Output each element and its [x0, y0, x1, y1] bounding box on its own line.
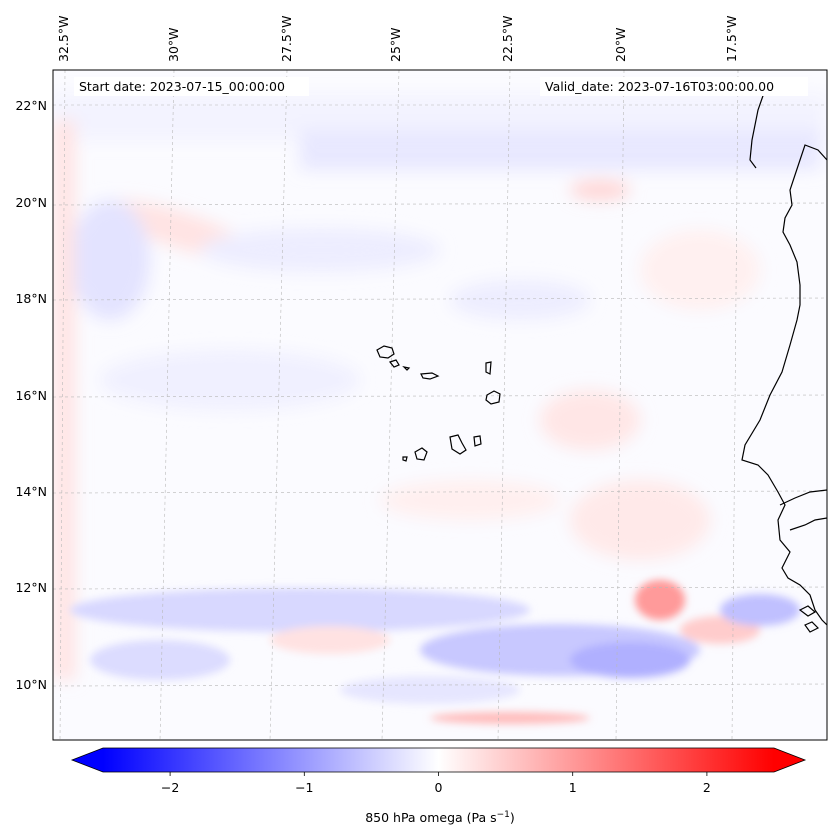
colorbar-tick-label: −1 [295, 780, 313, 795]
gridlines [53, 70, 827, 740]
colorbar: −2 −1 0 1 2 850 hPa omega (Pa s−1) [70, 747, 807, 825]
lon-label: 20°W [613, 27, 628, 62]
colorbar-max-extend [774, 748, 805, 772]
colorbar-tick-label: −2 [161, 780, 179, 795]
lat-label: 14°N [15, 484, 47, 499]
start-date-label: Start date: 2023-07-15_00:00:00 [79, 79, 285, 94]
lat-label: 16°N [15, 388, 47, 403]
coastline [376, 345, 501, 462]
lat-label: 10°N [15, 677, 47, 692]
valid-date-label: Valid_date: 2023-07-16T03:00:00.00 [545, 79, 774, 94]
lat-label: 20°N [15, 195, 47, 210]
coastline-bissagos [798, 605, 820, 633]
lat-labels: 22°N 20°N 18°N 16°N 14°N 12°N 10°N [15, 98, 47, 692]
lon-label: 25°W [388, 27, 403, 62]
lat-label: 22°N [15, 98, 47, 113]
lat-label: 12°N [15, 580, 47, 595]
lon-label: 17.5°W [724, 16, 739, 62]
lon-labels: 32.5°W 30°W 27.5°W 25°W 22.5°W 20°W 17.5… [56, 16, 739, 62]
map-panel: Start date: 2023-07-15_00:00:00 Valid_da… [52, 69, 828, 741]
valid-date-box [540, 77, 808, 96]
lon-label: 32.5°W [56, 16, 71, 62]
colorbar-tick-label: 1 [569, 780, 577, 795]
coastline-africa-north [749, 89, 766, 169]
coastline-africa [741, 144, 827, 626]
omega-field [53, 70, 827, 740]
colorbar-tick-label: 2 [703, 780, 711, 795]
coastline-casamance [789, 517, 827, 531]
colorbar-label: 850 hPa omega (Pa s−1) [365, 810, 515, 825]
colorbar-body [103, 748, 774, 772]
lon-label: 22.5°W [500, 16, 515, 62]
colorbar-min-extend [72, 748, 103, 772]
lon-label: 30°W [166, 27, 181, 62]
start-date-box [74, 77, 309, 96]
map-frame [52, 69, 828, 741]
colorbar-tick-label: 0 [435, 780, 443, 795]
coastline-gambia [779, 489, 827, 506]
colorbar-outline [70, 747, 807, 773]
lat-label: 18°N [15, 291, 47, 306]
lon-label: 27.5°W [279, 16, 294, 62]
